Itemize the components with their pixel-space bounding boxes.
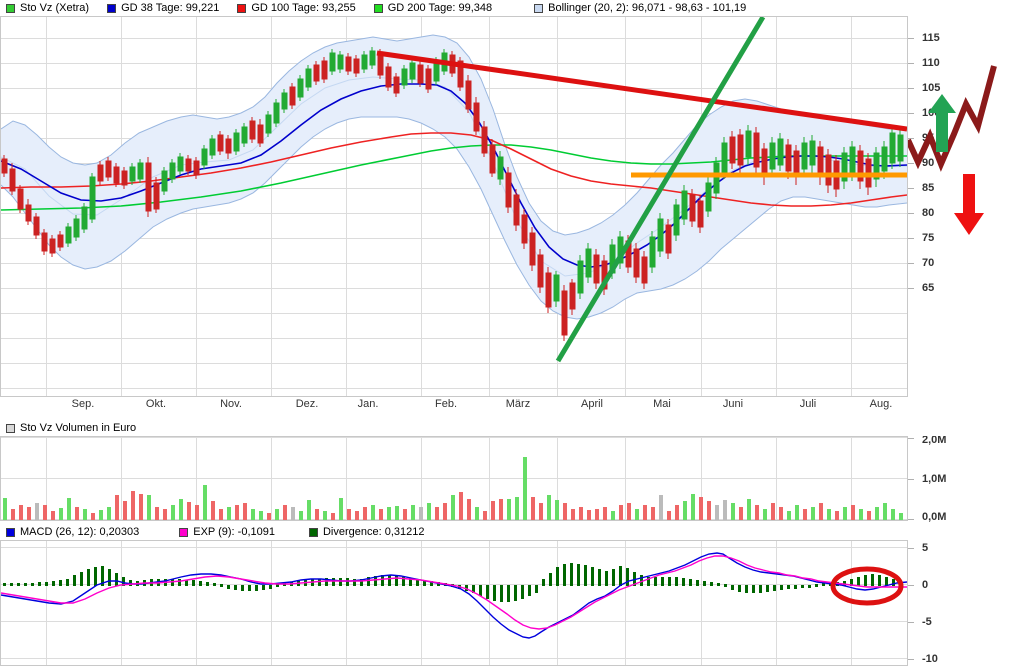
legend-label: MACD (26, 12): 0,20303 [20, 526, 140, 538]
bollinger-band-area [1, 35, 907, 319]
color-swatch-icon [6, 527, 15, 537]
macd-highlight-ellipse [830, 566, 904, 606]
green-uptrend-line [555, 17, 766, 363]
y-tick-label: 105 [922, 82, 941, 94]
dark-red-zigzag-forecast [908, 65, 997, 172]
y-tick-label: 5 [922, 542, 929, 554]
macd-gridlines [1, 541, 907, 665]
y-tick-label: 85 [922, 182, 935, 194]
y-tick-label: 110 [922, 57, 940, 69]
legend-item-macd[interactable]: MACD (26, 12): 0,20303 [6, 524, 139, 540]
color-swatch-icon [6, 3, 15, 13]
price-y-axis: 115 110 105 100 95 90 85 80 75 70 65 [908, 16, 1027, 397]
volume-chart-svg [1, 437, 907, 520]
price-chart-panel[interactable] [0, 16, 908, 397]
y-tick-label: 75 [922, 232, 935, 244]
x-tick-label: Okt. [145, 398, 167, 410]
red-downtrend-line [376, 50, 907, 132]
legend-item-bollinger[interactable]: Bollinger (20, 2): 96,071 - 98,63 - 101,… [534, 0, 746, 16]
legend-item-gd100[interactable]: GD 100 Tage: 93,255 [237, 0, 356, 16]
price-chart-legend: Sto Vz (Xetra) GD 38 Tage: 99,221 GD 100… [0, 0, 1027, 16]
legend-item-divergence[interactable]: Divergence: 0,31212 [308, 524, 425, 540]
legend-label: GD 100 Tage: 93,255 [251, 2, 356, 14]
y-tick-label: 0 [922, 579, 929, 591]
macd-chart-panel[interactable] [0, 540, 908, 666]
y-tick-label: 1,0M [922, 473, 947, 485]
y-tick-label: 90 [922, 157, 935, 169]
x-tick-label: Mai [653, 398, 671, 410]
forecast-annotation-layer [908, 16, 1027, 397]
legend-item-gd38[interactable]: GD 38 Tage: 99,221 [107, 0, 219, 16]
bollinger-lower-line [1, 116, 907, 320]
x-axis-month-labels: Sep. Okt. Nov. Dez. Jan. Feb. März April… [0, 398, 908, 414]
y-tick-label: 115 [922, 32, 940, 44]
legend-item-gd200[interactable]: GD 200 Tage: 99,348 [373, 0, 493, 16]
y-tick-label: 95 [922, 132, 935, 144]
macd-chart-legend: MACD (26, 12): 0,20303 EXP (9): -0,1091 … [0, 524, 1027, 540]
macd-signal-line [1, 555, 907, 630]
macd-y-axis: 5 0 -5 -10 [908, 540, 1027, 666]
volume-chart-legend: Sto Vz Volumen in Euro [0, 420, 1027, 436]
x-tick-label: Juli [799, 398, 817, 410]
color-swatch-icon [373, 3, 383, 13]
legend-item-exp[interactable]: EXP (9): -0,1091 [179, 524, 275, 540]
legend-label: Sto Vz Volumen in Euro [20, 422, 137, 434]
x-tick-label: Nov. [220, 398, 242, 410]
red-down-arrow-icon [954, 174, 984, 235]
legend-label: GD 200 Tage: 99,348 [387, 2, 493, 14]
color-swatch-icon [107, 3, 117, 13]
y-tick-label: 100 [922, 107, 941, 119]
legend-label: GD 38 Tage: 99,221 [121, 2, 220, 14]
legend-label: EXP (9): -0,1091 [193, 526, 275, 538]
legend-label: Divergence: 0,31212 [322, 526, 425, 538]
volume-chart-panel[interactable] [0, 436, 908, 521]
volume-y-axis: 2,0M 1,0M 0,0M [908, 434, 1027, 523]
color-swatch-icon [534, 3, 544, 13]
y-tick-label: 65 [922, 282, 935, 294]
legend-label: Sto Vz (Xetra) [20, 2, 90, 14]
y-tick-label: 70 [922, 257, 935, 269]
color-swatch-icon [179, 527, 189, 537]
y-tick-label: -10 [922, 653, 938, 665]
x-tick-label: März [505, 398, 531, 410]
color-swatch-icon [6, 423, 15, 433]
x-tick-label: Sep. [71, 398, 95, 410]
legend-label: Bollinger (20, 2): 96,071 - 98,63 - 101,… [548, 2, 747, 14]
macd-line [1, 552, 907, 639]
color-swatch-icon [237, 3, 247, 13]
color-swatch-icon [308, 527, 318, 537]
x-tick-label: Jan. [357, 398, 379, 410]
legend-item-volume[interactable]: Sto Vz Volumen in Euro [6, 420, 136, 436]
candlestick-series [1, 47, 904, 341]
price-chart-svg [1, 17, 907, 396]
x-tick-label: Dez. [295, 398, 319, 410]
legend-item-instrument[interactable]: Sto Vz (Xetra) [6, 0, 89, 16]
y-tick-label: 0,0M [922, 511, 947, 523]
bollinger-upper-line [1, 34, 907, 236]
macd-chart-svg [1, 541, 907, 665]
y-tick-label: 80 [922, 207, 935, 219]
x-tick-label: April [580, 398, 604, 410]
x-tick-label: Aug. [869, 398, 893, 410]
x-tick-label: Juni [722, 398, 744, 410]
bollinger-middle-line [1, 76, 907, 277]
macd-divergence-histogram [3, 563, 902, 602]
y-tick-label: -5 [922, 616, 932, 628]
x-tick-label: Feb. [434, 398, 458, 410]
volume-bars [3, 457, 903, 520]
green-up-arrow-icon [928, 94, 956, 152]
